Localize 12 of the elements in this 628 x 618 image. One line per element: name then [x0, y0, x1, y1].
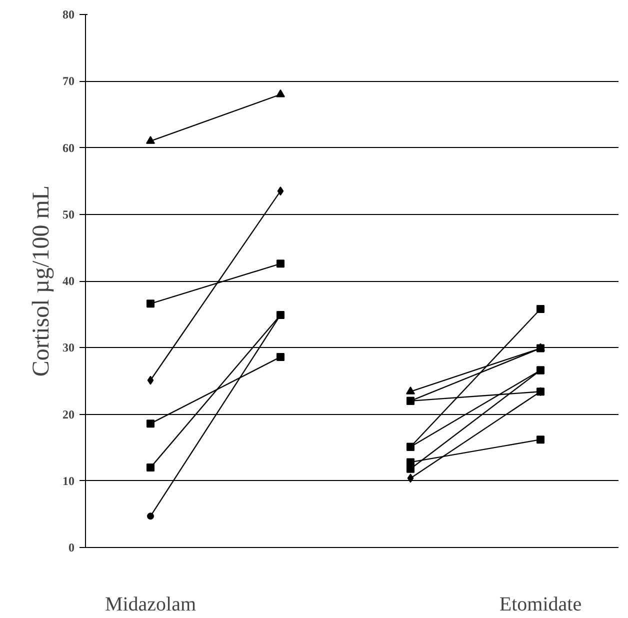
x-tick-label: Midazolam [104, 594, 196, 616]
y-tick-label: 0 [68, 540, 74, 554]
x-tick-label: Etomidate [499, 594, 582, 616]
y-axis-title: Cortisol µg/100 mL [28, 185, 54, 377]
y-tick-label: 20 [62, 407, 74, 422]
y-tick-label: 10 [62, 474, 74, 488]
y-tick-label: 40 [62, 274, 74, 288]
y-tick-label: 30 [62, 340, 74, 355]
y-tick-label: 70 [62, 74, 74, 88]
y-tick-label: 50 [62, 207, 74, 222]
y-tick-label: 80 [62, 8, 74, 22]
y-tick-label: 60 [62, 140, 74, 155]
